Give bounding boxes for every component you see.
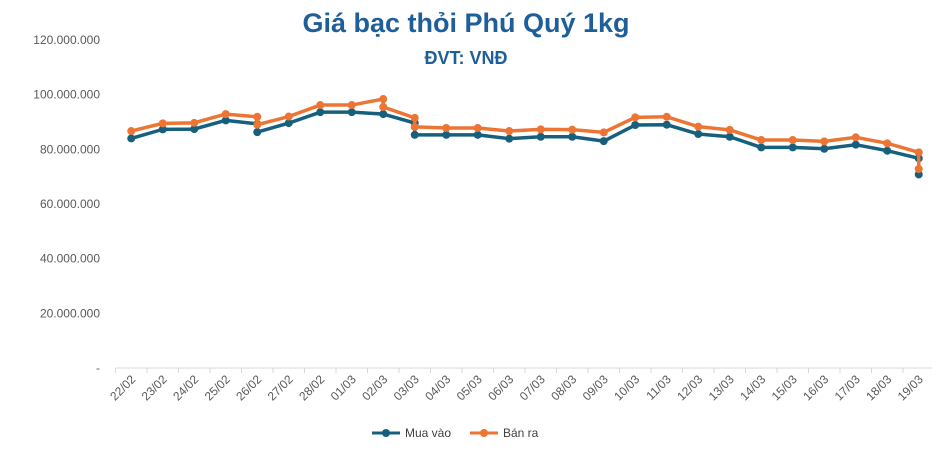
data-point [662, 112, 671, 121]
data-point [883, 146, 892, 155]
x-tick-label: 06/03 [485, 372, 516, 403]
y-tick-label: 80.000.000 [40, 142, 100, 156]
data-point [820, 137, 829, 146]
data-point [379, 102, 388, 111]
data-point [599, 137, 608, 146]
data-point [568, 125, 577, 134]
y-tick-label: 120.000.000 [33, 33, 100, 47]
data-point [536, 125, 545, 134]
data-point [694, 122, 703, 131]
x-tick-label: 26/02 [233, 372, 264, 403]
data-point [253, 112, 262, 121]
x-tick-label: 10/03 [611, 372, 642, 403]
data-point [253, 128, 262, 137]
y-tick-label: 40.000.000 [40, 252, 100, 266]
chart-title: Giá bạc thỏi Phú Quý 1kg [302, 8, 630, 38]
chart-subtitle: ĐVT: VNĐ [424, 48, 508, 68]
y-tick-label: 60.000.000 [40, 197, 100, 211]
x-tick-label: 25/02 [202, 372, 233, 403]
data-point [725, 125, 734, 134]
x-tick-label: 19/03 [895, 372, 926, 403]
x-tick-label: 12/03 [674, 372, 705, 403]
x-tick-label: 01/03 [328, 372, 359, 403]
data-point [631, 121, 640, 130]
data-point [914, 170, 923, 179]
x-tick-label: 11/03 [643, 372, 674, 403]
y-tick-label: 20.000.000 [40, 306, 100, 320]
legend-label: Bán ra [503, 426, 539, 440]
data-point [379, 110, 388, 119]
y-tick-label: 100.000.000 [33, 88, 100, 102]
data-point [316, 101, 325, 110]
data-point [599, 128, 608, 137]
data-point [820, 144, 829, 153]
data-point [473, 130, 482, 139]
data-point [347, 101, 356, 110]
x-tick-label: 22/02 [107, 372, 138, 403]
data-point [221, 116, 230, 125]
x-tick-label: 14/03 [737, 372, 768, 403]
data-point [536, 132, 545, 141]
data-point [883, 139, 892, 148]
data-point [127, 134, 136, 143]
x-tick-label: 05/03 [454, 372, 485, 403]
data-point [410, 113, 419, 122]
data-point [914, 148, 923, 157]
legend-marker [382, 429, 390, 437]
data-point [158, 119, 167, 128]
legend-label: Mua vào [405, 426, 451, 440]
data-point [253, 120, 262, 129]
x-tick-label: 09/03 [580, 372, 611, 403]
x-tick-label: 23/02 [139, 372, 170, 403]
x-tick-label: 08/03 [548, 372, 579, 403]
x-tick-label: 07/03 [517, 372, 548, 403]
data-point [694, 130, 703, 139]
data-point [442, 130, 451, 139]
series-line-mua-vao [130, 110, 921, 175]
data-point [190, 125, 199, 134]
x-tick-label: 18/03 [863, 372, 894, 403]
data-point [190, 118, 199, 127]
x-tick-label: 27/02 [265, 372, 296, 403]
y-tick-label: - [96, 361, 100, 375]
data-point [851, 133, 860, 142]
data-point [662, 120, 671, 129]
data-point [221, 110, 230, 119]
data-point [347, 108, 356, 117]
data-point [788, 136, 797, 145]
data-point [757, 136, 766, 145]
x-tick-label: 28/02 [296, 372, 327, 403]
data-point [316, 108, 325, 117]
x-tick-label: 03/03 [391, 372, 422, 403]
data-point [410, 130, 419, 139]
series-line-ban-ra [130, 97, 921, 170]
data-point [442, 124, 451, 133]
x-tick-label: 04/03 [422, 372, 453, 403]
data-point [473, 124, 482, 133]
x-tick-label: 02/03 [359, 372, 390, 403]
data-point [568, 132, 577, 141]
data-point [851, 140, 860, 149]
x-tick-label: 17/03 [832, 372, 863, 403]
data-point [505, 127, 514, 136]
data-point [505, 134, 514, 143]
data-point [788, 143, 797, 152]
data-point [410, 122, 419, 131]
data-point [725, 132, 734, 141]
data-point [757, 143, 766, 152]
x-tick-label: 15/03 [769, 372, 800, 403]
data-point [127, 127, 136, 136]
x-tick-label: 24/02 [170, 372, 201, 403]
data-point [379, 95, 388, 104]
data-point [158, 125, 167, 134]
legend-marker [480, 429, 488, 437]
data-point [631, 113, 640, 122]
x-tick-label: 16/03 [800, 372, 831, 403]
x-tick-label: 13/03 [706, 372, 737, 403]
data-point [284, 119, 293, 128]
data-point [914, 165, 923, 174]
data-point [284, 112, 293, 121]
